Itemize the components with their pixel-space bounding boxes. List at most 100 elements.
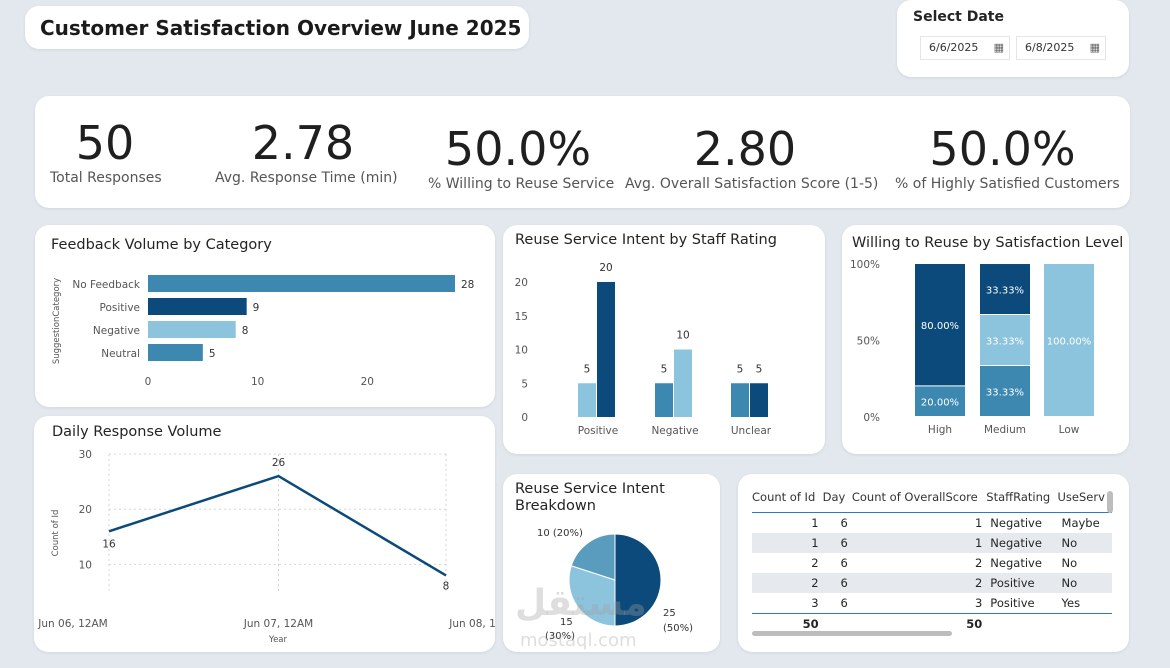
date-slicer-label: Select Date <box>913 9 1004 25</box>
bar <box>148 275 455 292</box>
feedback-volume-chart-card: Feedback Volume by Category SuggestionCa… <box>35 225 495 407</box>
tick-label: Jun 06, 12AM <box>37 618 107 630</box>
table-cell: 6 <box>840 516 848 530</box>
tick-label: 10 <box>515 345 528 357</box>
tick-label: 10 <box>79 559 92 571</box>
kpi-highly-satisfied: 50.0% % of Highly Satisfied Customers <box>895 122 1120 192</box>
kpi-avg-response-time: 2.78 Avg. Response Time (min) <box>215 118 398 186</box>
reuse-breakdown-chart: 25 (50%) 15 (30%) 10 (20%) <box>537 528 693 642</box>
data-label: 9 <box>253 302 260 314</box>
table-cell: 1 <box>974 516 983 530</box>
kpi-value: 50.0% <box>929 122 1076 176</box>
kpi-label: Avg. Response Time (min) <box>215 170 398 186</box>
bar-segment <box>1044 264 1094 416</box>
satisfaction-level-chart: 0% 50% 100% High 20.00% 80.00% Medium 33.33% 33.… <box>850 259 1094 436</box>
reuse-breakdown-chart-card: Reuse Service Intent Breakdown 25 (50%) 15… <box>503 474 720 652</box>
table-cell: Negative <box>986 533 1058 553</box>
daily-volume-chart: 10 20 30 Count of Id Year 16 26 8 Jun 06, 12AM Ju… <box>37 449 495 645</box>
table-cell: 6 <box>822 533 852 553</box>
column-header[interactable]: Count of OverallScore <box>851 490 987 513</box>
table-cell: Positive <box>990 596 1035 610</box>
tick-label: Low <box>1059 424 1080 436</box>
kpi-label: Avg. Overall Satisfaction Score (1-5) <box>625 176 879 192</box>
data-label: 8 <box>242 325 249 337</box>
chart-title: Willing to Reuse by Satisfaction Level <box>852 235 1124 251</box>
bar <box>674 349 692 417</box>
axis-label: Year <box>268 635 288 645</box>
kpi-value: 50 <box>75 116 135 170</box>
total-cell: 50 <box>802 617 819 631</box>
data-table-card: Count of Id Day Count of OverallScore St… <box>738 474 1129 652</box>
table-cell: 6 <box>840 596 848 610</box>
chart-title: Feedback Volume by Category <box>51 237 272 253</box>
column-header[interactable]: StaffRating <box>986 490 1058 513</box>
bar <box>148 321 236 338</box>
end-date-input[interactable]: 6/8/2025 ▦ <box>1016 36 1106 60</box>
data-label: 5 <box>661 363 668 375</box>
data-label: 5 <box>209 348 216 360</box>
table-cell: Yes <box>1061 596 1081 610</box>
table-cell: No <box>1057 533 1112 553</box>
kpi-label: % of Highly Satisfied Customers <box>895 176 1120 192</box>
table-cell: Negative <box>990 516 1042 530</box>
table-cell: 6 <box>822 573 852 593</box>
kpi-willing-reuse: 50.0% % Willing to Reuse Service <box>428 124 615 192</box>
data-label: 5 <box>737 363 744 375</box>
tick-label: Positive <box>578 425 618 437</box>
calendar-icon[interactable]: ▦ <box>1089 41 1100 54</box>
pie-slice <box>614 533 662 627</box>
table-row: 2 6 2 Negative No <box>752 553 1112 573</box>
vertical-scrollbar[interactable] <box>1107 491 1113 513</box>
data-label: (30%) <box>545 631 575 642</box>
column-header[interactable]: Day <box>822 490 852 513</box>
horizontal-scrollbar[interactable] <box>752 631 952 636</box>
data-label: 33.33% <box>986 337 1024 348</box>
chart-title: Daily Response Volume <box>52 424 222 440</box>
bar <box>148 344 203 361</box>
tick-label: Negative <box>651 425 698 437</box>
column-header[interactable]: UseServ <box>1057 490 1112 513</box>
kpi-label: % Willing to Reuse Service <box>428 176 615 192</box>
data-label: 28 <box>461 279 474 291</box>
title-card: Customer Satisfaction Overview June 2025 <box>25 6 529 49</box>
table-cell: 3 <box>811 596 819 610</box>
calendar-icon[interactable]: ▦ <box>993 41 1004 54</box>
bar <box>655 383 673 417</box>
date-slicer: Select Date 6/6/2025 ▦ 6/8/2025 ▦ <box>897 0 1129 77</box>
table-cell: No <box>1061 556 1078 570</box>
table-cell: Negative <box>990 556 1042 570</box>
tick-label: Medium <box>984 424 1026 436</box>
bar-segment <box>915 386 965 416</box>
tick-label: Unclear <box>731 425 772 437</box>
data-label: 33.33% <box>986 286 1024 297</box>
table-row: 1 6 1 Negative Maybe <box>752 513 1112 534</box>
table-cell: 1 <box>851 533 987 553</box>
data-label: 26 <box>272 457 286 469</box>
axis-label: SuggestionCategory <box>52 278 62 364</box>
data-label: 100.00% <box>1047 337 1092 348</box>
satisfaction-level-chart-card: Willing to Reuse by Satisfaction Level 0… <box>842 225 1129 454</box>
table-cell: 6 <box>840 556 848 570</box>
data-label: 15 <box>560 617 573 628</box>
tick-label: No Feedback <box>72 279 141 291</box>
kpi-avg-satisfaction: 2.80 Avg. Overall Satisfaction Score (1-… <box>625 124 879 192</box>
bar-segment <box>980 315 1030 366</box>
column-header[interactable]: Count of Id <box>752 490 823 513</box>
tick-label: Jun 08, 12AM <box>448 618 495 630</box>
start-date-value: 6/6/2025 <box>929 41 979 54</box>
kpi-label: Total Responses <box>50 170 162 186</box>
watermark-logo: مستقل <box>515 583 647 624</box>
data-label: 10 <box>676 330 689 342</box>
bar <box>597 282 615 417</box>
tick-label: 10 <box>251 376 264 388</box>
data-label: 20.00% <box>921 398 959 409</box>
bar-segment <box>915 264 965 386</box>
table-row: 3 6 3 Positive Yes <box>752 593 1112 614</box>
bar <box>750 383 768 417</box>
table-header-row: Count of Id Day Count of OverallScore St… <box>752 490 1112 513</box>
tick-label: Positive <box>100 302 140 314</box>
start-date-input[interactable]: 6/6/2025 ▦ <box>920 36 1010 60</box>
data-label: 80.00% <box>921 321 959 332</box>
axis-label: Count of Id <box>51 510 61 557</box>
